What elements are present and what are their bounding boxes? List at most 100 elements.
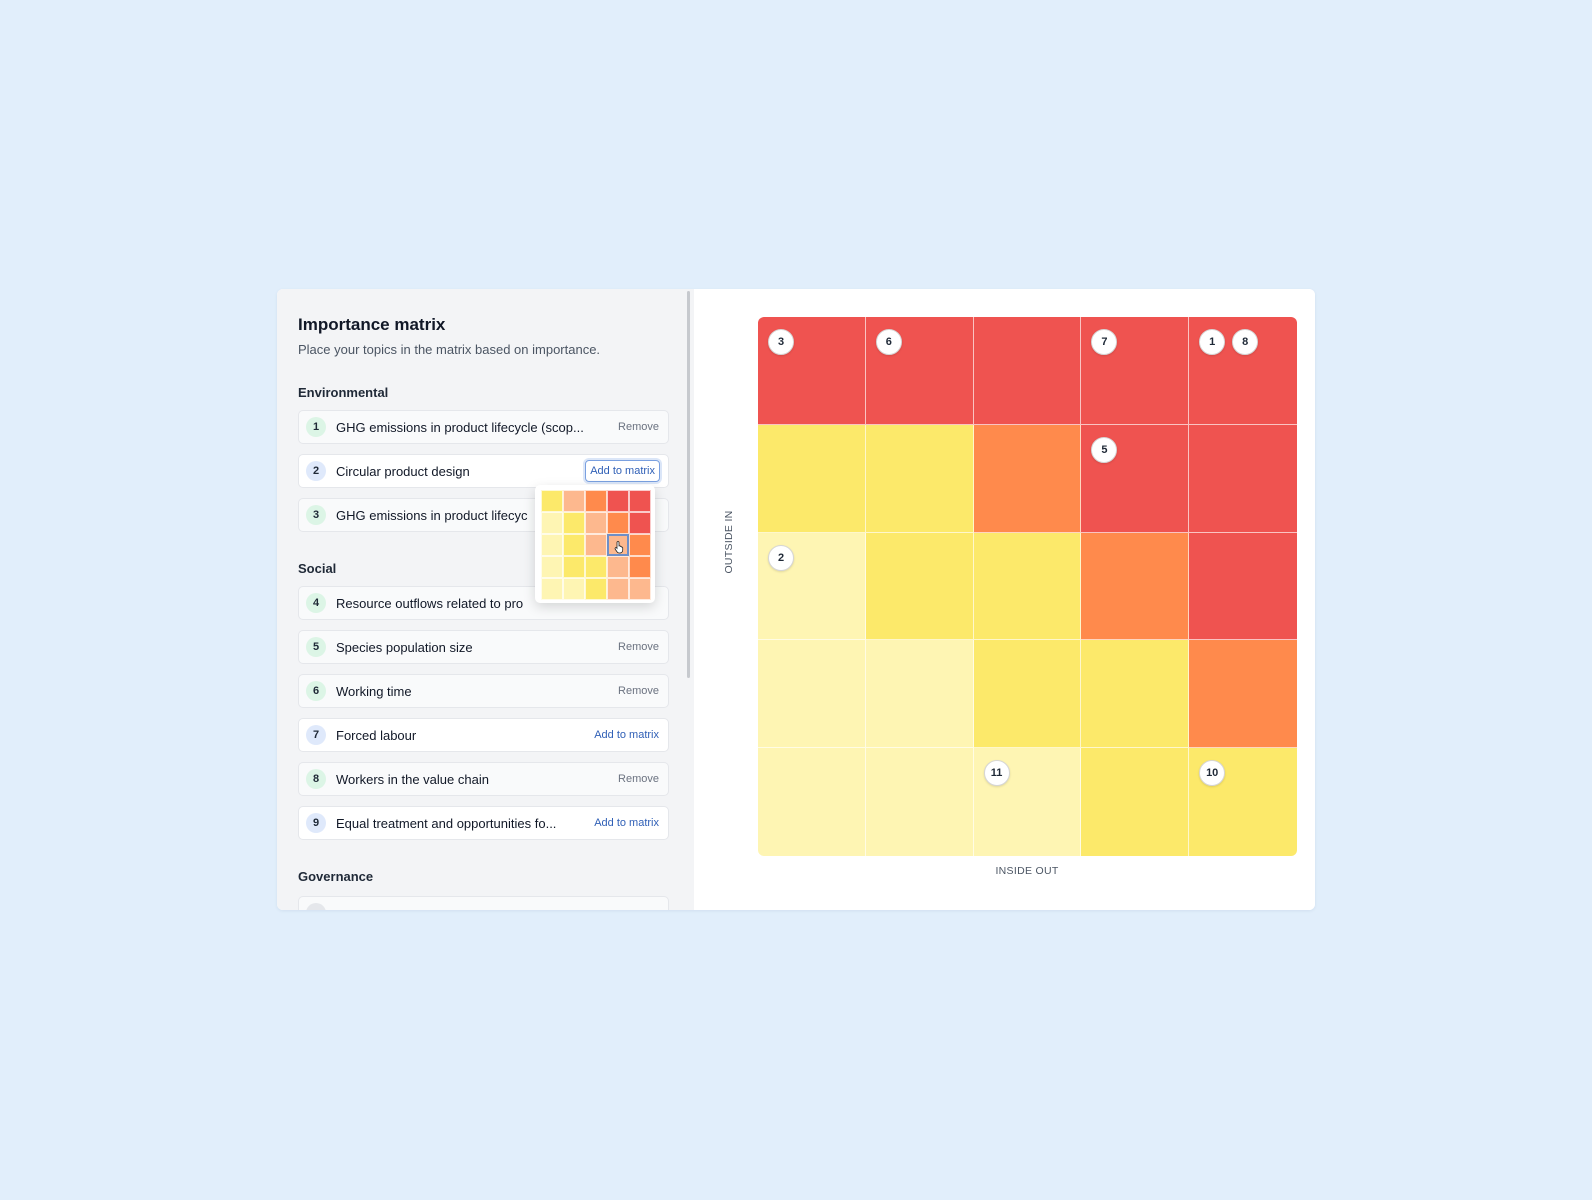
topic-marker-5[interactable]: 5 — [1091, 436, 1118, 463]
matrix-cell-r4-c4[interactable] — [1081, 640, 1190, 749]
panel-scrollbar[interactable] — [687, 291, 690, 678]
matrix-cell-r4-c2[interactable] — [865, 640, 974, 749]
topic-number-badge: 5 — [306, 637, 326, 657]
picker-cell-r3-c4[interactable] — [607, 534, 629, 556]
hand-cursor-icon — [614, 541, 624, 554]
remove-button[interactable]: Remove — [618, 685, 659, 697]
remove-button[interactable]: Remove — [618, 773, 659, 785]
group-heading-social: Social — [298, 561, 337, 576]
picker-cell-r1-c5[interactable] — [629, 490, 651, 512]
topic-row-partial — [298, 896, 669, 910]
add-to-matrix-button[interactable]: Add to matrix — [594, 729, 659, 741]
add-to-matrix-button[interactable]: Add to matrix — [594, 817, 659, 829]
picker-cell-r5-c4[interactable] — [607, 578, 629, 600]
topic-row-2: 2 Circular product design Add to matrix — [298, 454, 669, 488]
matrix-cell-r5-c1[interactable] — [758, 748, 866, 856]
matrix-cell-r3-c1[interactable]: 2 — [758, 532, 866, 641]
picker-grid — [541, 490, 651, 600]
matrix-cell-r4-c3[interactable] — [973, 640, 1082, 749]
picker-cell-r2-c3[interactable] — [585, 512, 607, 534]
matrix-cell-r4-c5[interactable] — [1189, 640, 1297, 749]
topic-label: Equal treatment and opportunities fo... — [336, 815, 557, 831]
matrix-cell-r1-c1[interactable]: 3 — [758, 317, 866, 425]
remove-button[interactable]: Remove — [618, 421, 659, 433]
matrix-cell-r5-c4[interactable] — [1081, 748, 1190, 856]
matrix-cell-r2-c2[interactable] — [865, 424, 974, 533]
topic-label: Circular product design — [336, 463, 470, 479]
add-to-matrix-button[interactable]: Add to matrix — [585, 460, 660, 482]
topic-marker-2[interactable]: 2 — [768, 544, 794, 571]
matrix-cell-r5-c5[interactable]: 10 — [1189, 748, 1297, 856]
matrix-cell-r3-c4[interactable] — [1081, 532, 1190, 641]
matrix-cell-r5-c3[interactable]: 11 — [973, 748, 1082, 856]
topic-number-badge: 4 — [306, 593, 326, 613]
matrix-cell-r2-c4[interactable]: 5 — [1081, 424, 1190, 533]
picker-cell-r1-c4[interactable] — [607, 490, 629, 512]
picker-cell-r3-c5[interactable] — [629, 534, 651, 556]
matrix-cell-r2-c1[interactable] — [758, 424, 866, 533]
picker-cell-r2-c1[interactable] — [541, 512, 563, 534]
topic-marker-7[interactable]: 7 — [1091, 329, 1118, 355]
topic-label: Working time — [336, 683, 412, 699]
picker-cell-r5-c3[interactable] — [585, 578, 607, 600]
topic-number-badge: 8 — [306, 769, 326, 789]
topic-label: Workers in the value chain — [336, 771, 489, 787]
picker-cell-r4-c2[interactable] — [563, 556, 585, 578]
picker-cell-r2-c5[interactable] — [629, 512, 651, 534]
importance-matrix-grid: 3 6 7 1 8 5 2 11 10 — [758, 317, 1297, 856]
picker-cell-r5-c1[interactable] — [541, 578, 563, 600]
matrix-cell-r3-c2[interactable] — [865, 532, 974, 641]
topic-row-8: 8 Workers in the value chain Remove — [298, 762, 669, 796]
matrix-cell-r2-c5[interactable] — [1189, 424, 1297, 533]
importance-matrix-card: Importance matrix Place your topics in t… — [277, 289, 1315, 910]
picker-cell-r1-c3[interactable] — [585, 490, 607, 512]
matrix-area: 3 6 7 1 8 5 2 11 10 OUTSIDE IN INSIDE OUT — [694, 289, 1315, 910]
topic-number-badge: 6 — [306, 681, 326, 701]
x-axis-label: INSIDE OUT — [995, 865, 1059, 877]
topic-label: Species population size — [336, 639, 473, 655]
topic-row-1: 1 GHG emissions in product lifecycle (sc… — [298, 410, 669, 444]
remove-button[interactable]: Remove — [618, 641, 659, 653]
topic-number-badge — [306, 903, 326, 910]
picker-cell-r4-c3[interactable] — [585, 556, 607, 578]
topic-row-5: 5 Species population size Remove — [298, 630, 669, 664]
picker-cell-r5-c5[interactable] — [629, 578, 651, 600]
topic-row-7: 7 Forced labour Add to matrix — [298, 718, 669, 752]
group-heading-governance: Governance — [298, 869, 374, 884]
picker-cell-r1-c1[interactable] — [541, 490, 563, 512]
topic-number-badge: 1 — [306, 417, 326, 437]
picker-cell-r5-c2[interactable] — [563, 578, 585, 600]
topic-marker-11[interactable]: 11 — [983, 760, 1010, 787]
picker-cell-r1-c2[interactable] — [563, 490, 585, 512]
topic-number-badge: 7 — [306, 725, 326, 745]
topic-marker-10[interactable]: 10 — [1199, 760, 1226, 787]
picker-cell-r4-c4[interactable] — [607, 556, 629, 578]
page-title: Importance matrix — [298, 315, 446, 334]
matrix-cell-r1-c4[interactable]: 7 — [1081, 317, 1190, 425]
matrix-cell-r4-c1[interactable] — [758, 640, 866, 749]
picker-cell-r3-c2[interactable] — [563, 534, 585, 556]
matrix-cell-r1-c2[interactable]: 6 — [865, 317, 974, 425]
topic-marker-8[interactable]: 8 — [1232, 329, 1259, 355]
picker-cell-r2-c2[interactable] — [563, 512, 585, 534]
topic-marker-3[interactable]: 3 — [768, 329, 794, 355]
group-heading-environmental: Environmental — [298, 385, 389, 400]
picker-cell-r3-c1[interactable] — [541, 534, 563, 556]
matrix-cell-r3-c5[interactable] — [1189, 532, 1297, 641]
topic-row-6: 6 Working time Remove — [298, 674, 669, 708]
picker-cell-r2-c4[interactable] — [607, 512, 629, 534]
picker-cell-r4-c1[interactable] — [541, 556, 563, 578]
matrix-cell-r2-c3[interactable] — [973, 424, 1082, 533]
page-subtitle: Place your topics in the matrix based on… — [298, 342, 601, 357]
topic-number-badge: 2 — [306, 461, 326, 481]
matrix-position-picker — [535, 485, 655, 603]
picker-cell-r3-c3[interactable] — [585, 534, 607, 556]
topic-number-badge: 3 — [306, 505, 326, 525]
topic-marker-6[interactable]: 6 — [875, 329, 902, 355]
topic-marker-1[interactable]: 1 — [1199, 329, 1226, 355]
matrix-cell-r5-c2[interactable] — [865, 748, 974, 856]
matrix-cell-r3-c3[interactable] — [973, 532, 1082, 641]
picker-cell-r4-c5[interactable] — [629, 556, 651, 578]
matrix-cell-r1-c3[interactable] — [973, 317, 1082, 425]
